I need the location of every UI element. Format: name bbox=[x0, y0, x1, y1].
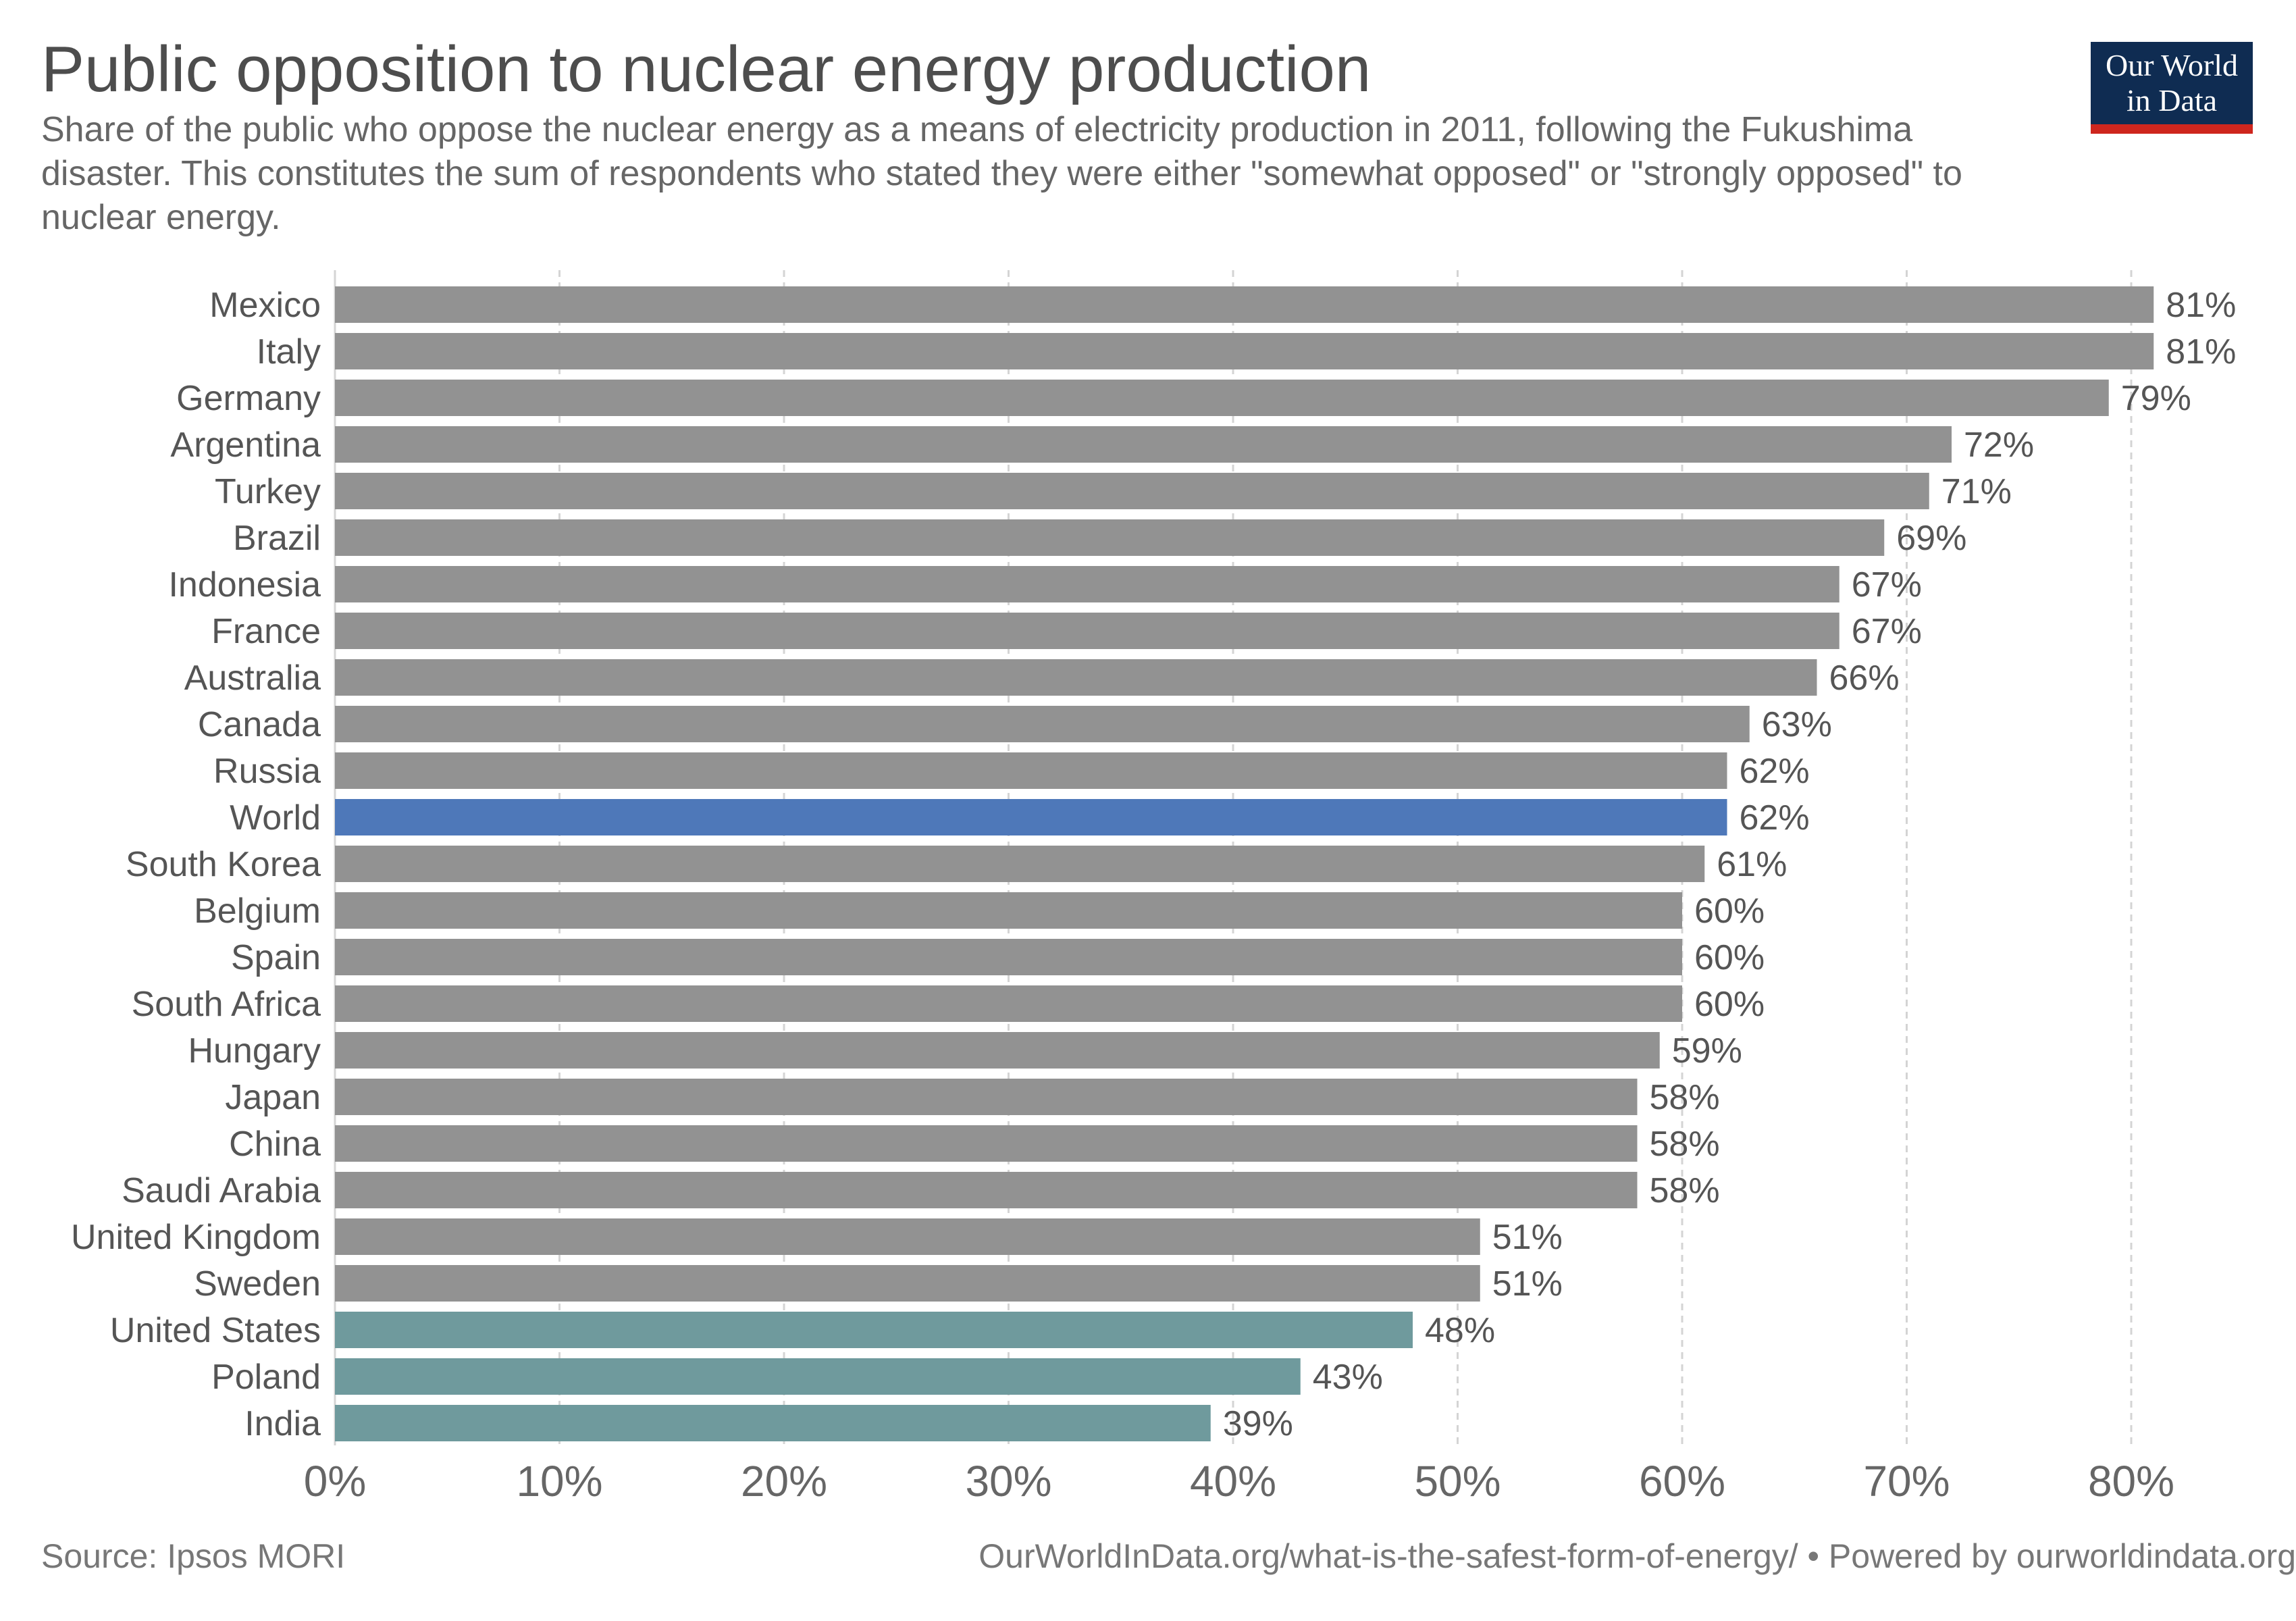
category-label: Argentina bbox=[170, 426, 321, 465]
category-label: Saudi Arabia bbox=[122, 1171, 321, 1210]
value-label: 39% bbox=[1223, 1404, 1293, 1443]
value-label: 58% bbox=[1650, 1078, 1720, 1117]
value-label: 51% bbox=[1492, 1218, 1563, 1257]
x-tick-label: 60% bbox=[1639, 1457, 1725, 1506]
owid-logo[interactable]: Our World in Data bbox=[2091, 42, 2253, 134]
value-label: 61% bbox=[1717, 845, 1787, 884]
bar-mexico[interactable] bbox=[335, 286, 2154, 323]
x-tick-label: 10% bbox=[516, 1457, 602, 1506]
bar-indonesia[interactable] bbox=[335, 566, 1840, 602]
value-label: 43% bbox=[1313, 1358, 1383, 1397]
x-axis: 0% 10% 20% 30% 40% 50% 60% 70% 80% bbox=[304, 1457, 2174, 1506]
category-label: South Africa bbox=[132, 985, 321, 1024]
bar-south-africa[interactable] bbox=[335, 985, 1682, 1022]
value-label: 81% bbox=[2166, 332, 2236, 371]
bar-china[interactable] bbox=[335, 1125, 1638, 1162]
value-label: 58% bbox=[1650, 1171, 1720, 1210]
category-label: Poland bbox=[211, 1358, 321, 1397]
value-label: 62% bbox=[1740, 752, 1810, 791]
value-label: 69% bbox=[1896, 519, 1966, 558]
bar-russia[interactable] bbox=[335, 752, 1727, 789]
bar-italy[interactable] bbox=[335, 333, 2154, 369]
category-label: Mexico bbox=[209, 286, 321, 325]
x-tick-label: 50% bbox=[1414, 1457, 1501, 1506]
value-label: 79% bbox=[2121, 379, 2191, 418]
value-label: 60% bbox=[1694, 985, 1765, 1024]
value-label: 60% bbox=[1694, 938, 1765, 977]
bar-france[interactable] bbox=[335, 613, 1840, 649]
category-label: India bbox=[244, 1404, 321, 1443]
value-label: 48% bbox=[1425, 1311, 1495, 1350]
x-tick-label: 20% bbox=[741, 1457, 827, 1506]
category-label: Canada bbox=[198, 705, 321, 744]
category-label: South Korea bbox=[126, 845, 321, 884]
value-label: 71% bbox=[1941, 472, 2012, 511]
bar-south-korea[interactable] bbox=[335, 846, 1705, 882]
source-note[interactable]: Source: Ipsos MORI bbox=[41, 1537, 346, 1575]
value-label: 62% bbox=[1740, 798, 1810, 838]
logo-line-1: Our World bbox=[2105, 48, 2239, 82]
labels: Mexico 81% Italy 81% Germany 79% Argentina 72% T… bbox=[71, 286, 2236, 1443]
category-label: United States bbox=[110, 1311, 321, 1350]
value-label: 51% bbox=[1492, 1264, 1563, 1304]
bar-saudi-arabia[interactable] bbox=[335, 1172, 1638, 1208]
bar-belgium[interactable] bbox=[335, 892, 1682, 929]
category-label: Japan bbox=[225, 1078, 321, 1117]
bars bbox=[335, 286, 2154, 1441]
bar-turkey[interactable] bbox=[335, 473, 1929, 509]
bar-japan[interactable] bbox=[335, 1079, 1638, 1115]
category-label: Indonesia bbox=[168, 565, 321, 604]
category-label: Turkey bbox=[215, 472, 321, 511]
value-label: 63% bbox=[1762, 705, 1832, 744]
category-label: China bbox=[229, 1125, 321, 1164]
value-label: 67% bbox=[1852, 612, 1922, 651]
category-label: France bbox=[211, 612, 321, 651]
category-label: Australia bbox=[184, 659, 321, 698]
value-label: 66% bbox=[1829, 659, 1900, 698]
value-label: 59% bbox=[1672, 1031, 1742, 1071]
bar-germany[interactable] bbox=[335, 380, 2109, 416]
bar-argentina[interactable] bbox=[335, 426, 1952, 463]
value-label: 60% bbox=[1694, 892, 1765, 931]
bar-australia[interactable] bbox=[335, 659, 1817, 696]
value-label: 81% bbox=[2166, 286, 2236, 325]
bar-brazil[interactable] bbox=[335, 519, 1885, 556]
bar-spain[interactable] bbox=[335, 939, 1682, 975]
x-tick-label: 0% bbox=[304, 1457, 367, 1506]
bar-united-states[interactable] bbox=[335, 1312, 1413, 1348]
logo-line-2: in Data bbox=[2126, 83, 2218, 118]
category-label: United Kingdom bbox=[71, 1218, 321, 1257]
category-label: Brazil bbox=[233, 519, 321, 558]
bar-canada[interactable] bbox=[335, 706, 1750, 742]
bar-hungary[interactable] bbox=[335, 1032, 1660, 1069]
category-label: Sweden bbox=[194, 1264, 321, 1304]
chart-subtitle: Share of the public who oppose the nucle… bbox=[41, 110, 1962, 237]
category-label: Russia bbox=[213, 752, 321, 791]
bar-poland[interactable] bbox=[335, 1358, 1301, 1395]
footer-url[interactable]: OurWorldInData.org/what-is-the-safest-fo… bbox=[979, 1537, 2296, 1575]
bar-world[interactable] bbox=[335, 799, 1727, 835]
x-tick-label: 40% bbox=[1190, 1457, 1276, 1506]
category-label: World bbox=[230, 798, 321, 838]
bar-united-kingdom[interactable] bbox=[335, 1218, 1480, 1255]
x-tick-label: 80% bbox=[2088, 1457, 2174, 1506]
category-label: Belgium bbox=[194, 892, 321, 931]
category-label: Italy bbox=[257, 332, 321, 371]
value-label: 67% bbox=[1852, 565, 1922, 604]
bar-chart: Mexico 81% Italy 81% Germany 79% Argentina 72% T… bbox=[71, 270, 2236, 1506]
chart-title: Public opposition to nuclear energy prod… bbox=[41, 33, 1372, 105]
value-label: 58% bbox=[1650, 1125, 1720, 1164]
bar-india[interactable] bbox=[335, 1405, 1211, 1441]
x-tick-label: 30% bbox=[965, 1457, 1051, 1506]
category-label: Germany bbox=[176, 379, 321, 418]
value-label: 72% bbox=[1964, 426, 2034, 465]
bar-sweden[interactable] bbox=[335, 1265, 1480, 1302]
category-label: Spain bbox=[231, 938, 321, 977]
x-tick-label: 70% bbox=[1863, 1457, 1950, 1506]
category-label: Hungary bbox=[188, 1031, 321, 1071]
